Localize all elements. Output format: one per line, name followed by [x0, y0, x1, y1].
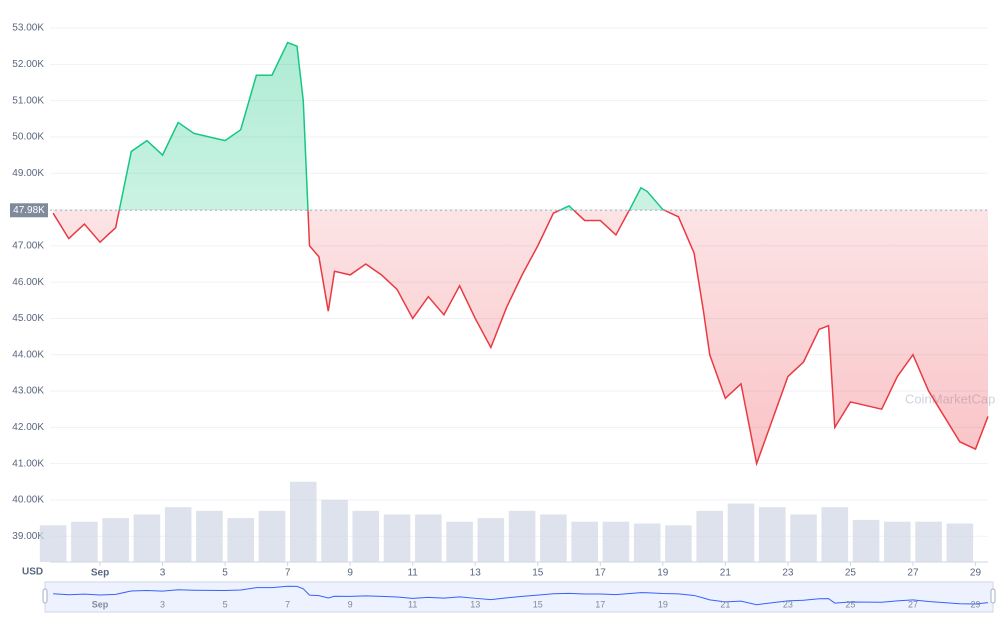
x-tick-label: 17 [595, 568, 607, 579]
navigator [44, 581, 994, 613]
navigator-tick-label: 3 [160, 599, 165, 609]
volume-bar [196, 510, 223, 562]
volume-bar [352, 510, 380, 562]
volume-bar [727, 503, 755, 562]
x-tick-label: 19 [657, 568, 669, 579]
navigator-tick-label: 29 [970, 599, 980, 609]
volume-bar [415, 514, 442, 562]
baseline-label: 47.98K [13, 205, 45, 216]
y-tick-label: 44.00K [12, 349, 44, 360]
volume-bar [133, 514, 161, 562]
navigator-handle-right[interactable] [990, 588, 996, 604]
area-down [53, 210, 988, 464]
navigator-tick-label: 19 [658, 599, 668, 609]
price-line-down [52, 210, 989, 467]
volume-bar [602, 521, 630, 562]
volume-bar [852, 519, 880, 562]
y-tick-label: 43.00K [12, 386, 44, 397]
volume-bar [383, 514, 411, 562]
volume-bar [164, 507, 192, 562]
volume-bar [477, 518, 505, 562]
volume-bar [571, 521, 598, 562]
x-tick-label: 13 [470, 568, 482, 579]
volume-bar [884, 521, 911, 562]
volume-bar [102, 518, 129, 562]
volume-bar [946, 523, 974, 562]
price-line-up [118, 41, 667, 211]
volume-bar [633, 523, 661, 562]
volume-bar [289, 481, 317, 562]
y-tick-label: 50.00K [12, 132, 44, 143]
navigator-tick-label: 13 [470, 599, 480, 609]
y-tick-label: 45.00K [12, 313, 44, 324]
navigator-tick-label: 9 [348, 599, 353, 609]
volume-bar [696, 510, 724, 562]
volume-bar [758, 507, 786, 562]
volume-bar [321, 499, 348, 562]
x-tick-label: 25 [845, 568, 857, 579]
navigator-tick-label: 11 [408, 599, 417, 609]
x-tick-label: 29 [970, 568, 982, 579]
volume-bar [790, 514, 817, 562]
navigator-tick-label: 25 [845, 599, 855, 609]
volume-bar [258, 510, 286, 562]
volume-bar [821, 507, 849, 562]
x-tick-label: 7 [285, 568, 291, 579]
y-tick-label: 53.00K [12, 23, 44, 34]
navigator-tick-label: 17 [595, 599, 605, 609]
navigator-tick-label: Sep [92, 599, 109, 609]
y-tick-label: 47.00K [12, 240, 44, 251]
y-tick-label: 46.00K [12, 277, 44, 288]
navigator-handle-left[interactable] [42, 588, 48, 604]
volume-bar [71, 521, 98, 562]
volume-bar [446, 521, 473, 562]
area-up [53, 42, 988, 211]
volume-bar [540, 514, 567, 562]
y-tick-label: 49.00K [12, 168, 44, 179]
y-tick-label: 40.00K [12, 495, 44, 506]
x-tick-label: 23 [782, 568, 794, 579]
x-tick-label: 15 [532, 568, 544, 579]
volume-bar [508, 510, 536, 562]
y-tick-label: 39.00K [12, 531, 44, 542]
currency-label: USD [22, 567, 43, 578]
navigator-tick-label: 23 [783, 599, 793, 609]
navigator-line [53, 585, 989, 606]
navigator-tick-label: 27 [908, 599, 918, 609]
y-tick-label: 41.00K [12, 458, 44, 469]
x-tick-label: Sep [91, 568, 109, 579]
x-tick-label: 9 [347, 568, 353, 579]
navigator-tick-label: 21 [720, 599, 730, 609]
navigator-tick-label: 5 [223, 599, 228, 609]
y-tick-label: 42.00K [12, 422, 44, 433]
volume-bar [915, 521, 942, 562]
volume-bar [665, 525, 692, 562]
x-tick-label: 3 [160, 568, 166, 579]
x-tick-label: 11 [407, 568, 418, 579]
x-tick-label: 27 [907, 568, 919, 579]
x-tick-label: 21 [720, 568, 732, 579]
volume-bar [227, 518, 255, 562]
baseline-label-bg [10, 203, 48, 218]
y-tick-label: 51.00K [12, 95, 44, 106]
navigator-tick-label: 15 [533, 599, 543, 609]
volume-bar [39, 525, 67, 562]
navigator-tick-label: 7 [285, 599, 290, 609]
y-tick-label: 52.00K [12, 59, 44, 70]
x-tick-label: 5 [222, 568, 228, 579]
